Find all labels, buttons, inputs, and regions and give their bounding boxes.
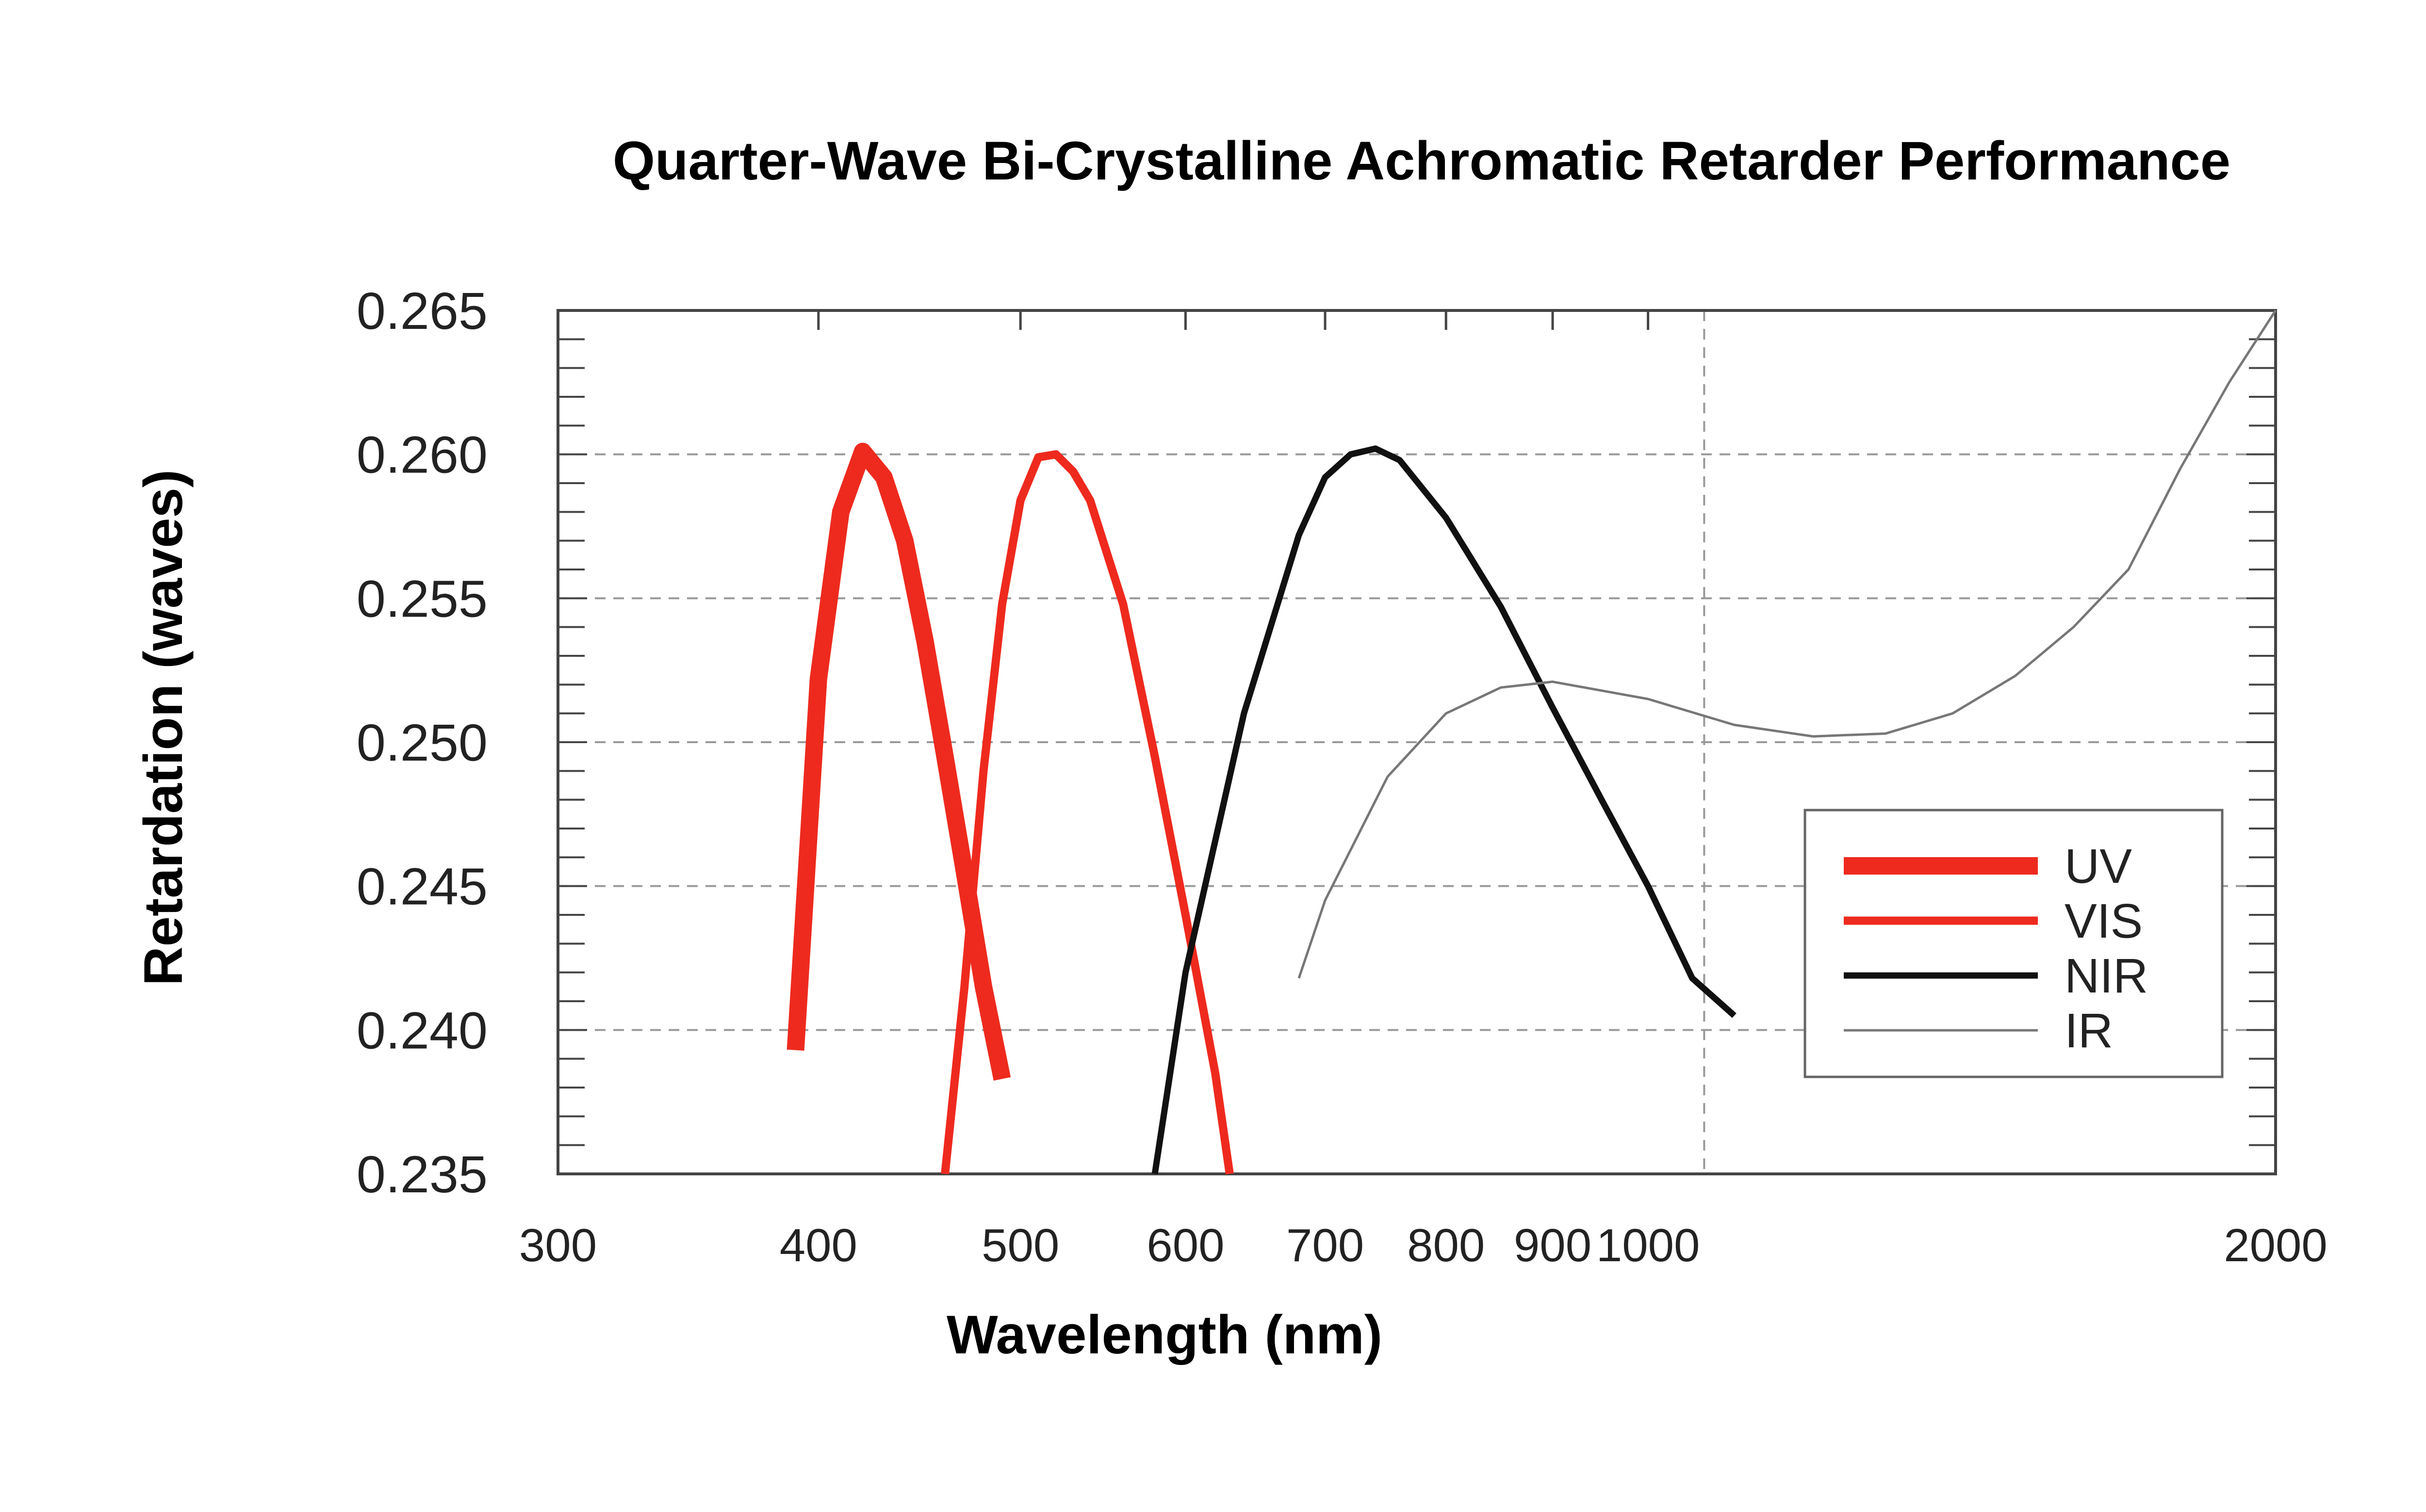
y-tick-label: 0.255 (357, 569, 488, 628)
tick-labels: 0.235 0.240 0.245 0.250 0.255 0.260 0.265 300 40… (357, 281, 2328, 1271)
y-tick-label: 0.235 (357, 1145, 488, 1203)
x-tick-label: 900 (1514, 1219, 1591, 1271)
legend-label-nir: NIR (2065, 949, 2148, 1003)
x-tick-label: 300 (519, 1219, 597, 1271)
series-nir-line (1151, 445, 1737, 1174)
x-tick-label: 1000 (1596, 1219, 1700, 1271)
x-tick-label: 400 (780, 1219, 857, 1271)
x-axis-title: Wavelength (nm) (947, 1304, 1382, 1365)
y-tick-label: 0.250 (357, 713, 488, 772)
series-ir-line (1297, 309, 2277, 979)
y-tick-label: 0.265 (357, 281, 488, 340)
legend-label-ir: IR (2065, 1004, 2113, 1058)
y-tick-label: 0.260 (357, 425, 488, 484)
x-tick-label: 800 (1407, 1219, 1485, 1271)
axis-ticks (558, 309, 2276, 1175)
series-vis-line (941, 450, 1234, 1175)
grid-lines (558, 310, 2276, 1174)
series-lines (787, 309, 2277, 1175)
y-tick-label: 0.245 (357, 857, 488, 916)
legend-label-uv: UV (2065, 839, 2132, 894)
x-tick-label: 700 (1286, 1219, 1364, 1271)
y-axis-title: Retardation (waves) (133, 470, 194, 986)
legend-label-vis: VIS (2065, 894, 2143, 948)
y-tick-label: 0.240 (357, 1001, 488, 1059)
legend-box (1803, 809, 2224, 1078)
chart-title: Quarter-Wave Bi-Crystalline Achromatic R… (613, 130, 2230, 191)
x-tick-label: 2000 (2224, 1219, 2328, 1271)
x-tick-label: 500 (982, 1219, 1059, 1271)
series-uv-line (787, 442, 1011, 1081)
x-tick-label: 600 (1147, 1219, 1224, 1271)
